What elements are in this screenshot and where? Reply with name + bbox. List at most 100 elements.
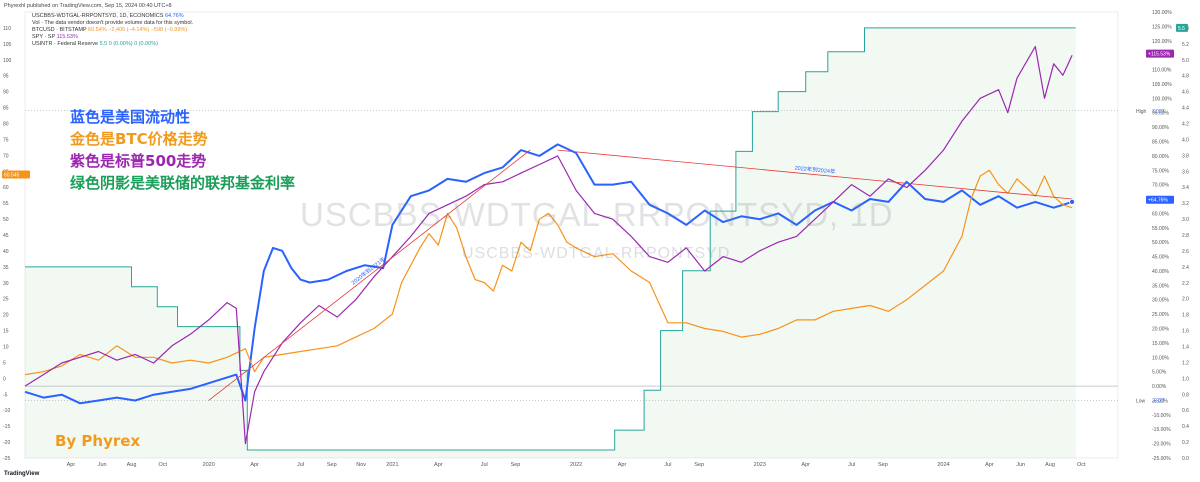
rate-axis-tick: 0.6 bbox=[1182, 408, 1189, 414]
left-axis-tick: 55 bbox=[3, 201, 9, 207]
rate-axis-tick: 4.0 bbox=[1182, 137, 1189, 143]
price-label: +64.76% bbox=[1148, 198, 1168, 204]
rate-axis-tick: 1.0 bbox=[1182, 376, 1189, 382]
pct-axis-tick: 15.00% bbox=[1152, 341, 1170, 347]
pct-axis-tick: 70.00% bbox=[1152, 183, 1170, 189]
trendline-2 bbox=[557, 149, 1073, 200]
pct-axis-tick: -15.00% bbox=[1152, 427, 1171, 433]
left-axis-tick: 60 bbox=[3, 185, 9, 191]
x-axis-tick: Apr bbox=[434, 462, 443, 468]
pct-axis-tick: 40.00% bbox=[1152, 269, 1170, 275]
x-axis-tick: 2021 bbox=[386, 462, 398, 468]
x-axis-tick: Aug bbox=[1045, 462, 1055, 468]
pct-axis-tick: 10.00% bbox=[1152, 355, 1170, 361]
note-liquidity: 蓝色是美国流动性 bbox=[70, 108, 191, 126]
pct-axis-tick: -10.00% bbox=[1152, 413, 1171, 419]
left-axis-tick: 95 bbox=[3, 74, 9, 80]
x-axis-tick: Jul bbox=[848, 462, 855, 468]
legend-row-btc[interactable]: BTCUSD · BITSTAMP 60.54% −2,406 (−4.14%)… bbox=[32, 27, 188, 33]
x-axis-tick: 2023 bbox=[754, 462, 766, 468]
left-axis-tick: -25 bbox=[3, 456, 10, 462]
x-axis-tick: Aug bbox=[127, 462, 137, 468]
left-axis-tick: -5 bbox=[3, 392, 8, 398]
legend-value: 115.53% bbox=[56, 34, 78, 40]
left-axis-tick: 100 bbox=[3, 58, 12, 64]
series-line-spy bbox=[24, 45, 1073, 445]
tradingview-logo: TradingView bbox=[4, 471, 40, 477]
left-axis-tick: 40 bbox=[3, 249, 9, 255]
rate-axis-tick: 3.4 bbox=[1182, 185, 1189, 191]
x-axis-tick: Apr bbox=[985, 462, 994, 468]
trendline-1 bbox=[208, 149, 531, 401]
x-axis-tick: Sep bbox=[511, 462, 521, 468]
pct-axis-tick: 60.00% bbox=[1152, 211, 1170, 217]
pct-axis-tick: 20.00% bbox=[1152, 327, 1170, 333]
left-axis-tick: -20 bbox=[3, 440, 10, 446]
rate-axis-tick: 4.2 bbox=[1182, 122, 1189, 128]
left-axis-tick: 50 bbox=[3, 217, 9, 223]
left-axis-tick: 45 bbox=[3, 233, 9, 239]
x-axis-tick: Apr bbox=[67, 462, 76, 468]
watermark-sub: USCBBS-WDTGAL-RRPONTSYD bbox=[462, 245, 731, 262]
pct-axis-tick: 95.00% bbox=[1152, 111, 1170, 117]
rate-axis-tick: 1.6 bbox=[1182, 329, 1189, 335]
rate-axis-tick: 1.8 bbox=[1182, 313, 1189, 319]
legend-row-spy[interactable]: SPY · SP 115.53% bbox=[32, 34, 78, 40]
x-axis-tick: Jul bbox=[297, 462, 304, 468]
price-label: 60.545 bbox=[4, 172, 20, 178]
rate-axis-tick: 4.6 bbox=[1182, 90, 1189, 96]
series-line-uscbbs-wdtgal-rrpontsyd bbox=[24, 143, 1073, 405]
rate-axis-tick: 5.0 bbox=[1182, 58, 1189, 64]
x-axis-tick: Apr bbox=[250, 462, 259, 468]
rate-axis-tick: 3.0 bbox=[1182, 217, 1189, 223]
ref-label-low: Low bbox=[1136, 399, 1146, 405]
left-axis-tick: -15 bbox=[3, 424, 10, 430]
legend-row-liquidity[interactable]: USCBBS-WDTGAL-RRPONTSYD, 1D, ECONOMICS 6… bbox=[32, 13, 184, 19]
legend: USCBBS-WDTGAL-RRPONTSYD, 1D, ECONOMICS 6… bbox=[32, 13, 193, 48]
note-btc: 金色是BTC价格走势 bbox=[70, 130, 208, 148]
pct-axis-tick: 110.00% bbox=[1152, 68, 1172, 74]
x-axis-tick: Apr bbox=[801, 462, 810, 468]
rate-axis-tick: 2.2 bbox=[1182, 281, 1189, 287]
left-axis-tick: 35 bbox=[3, 265, 9, 271]
price-label: 5.5 bbox=[1178, 26, 1185, 32]
left-axis-tick: -10 bbox=[3, 408, 10, 414]
left-axis-tick: 25 bbox=[3, 297, 9, 303]
pct-axis-tick: 55.00% bbox=[1152, 226, 1170, 232]
pct-axis-tick: 100.00% bbox=[1152, 96, 1172, 102]
legend-value: 5.5 0 (0.00%) 0 (0.00%) bbox=[99, 41, 158, 47]
pct-axis-tick: 130.00% bbox=[1152, 10, 1172, 16]
note-spy: 紫色是标普500走势 bbox=[70, 152, 207, 170]
left-axis-tick: 80 bbox=[3, 122, 9, 128]
legend-row-volume: Vol · The data vendor doesn't provide vo… bbox=[32, 20, 194, 26]
rate-axis-tick: 5.2 bbox=[1182, 42, 1189, 48]
rate-axis-tick: 1.2 bbox=[1182, 360, 1189, 366]
x-axis-tick: Sep bbox=[878, 462, 888, 468]
note-fed-rate: 绿色阴影是美联储的联邦基金利率 bbox=[70, 174, 296, 192]
ref-label-high: High bbox=[1136, 109, 1147, 115]
pct-axis-tick: 80.00% bbox=[1152, 154, 1170, 160]
price-label-box bbox=[2, 170, 30, 179]
x-axis-tick: Sep bbox=[327, 462, 337, 468]
rate-axis-tick: 2.4 bbox=[1182, 265, 1189, 271]
price-label-box bbox=[1146, 49, 1174, 58]
legend-row-fed[interactable]: USINTR · Federal Reserve 5.5 0 (0.00%) 0… bbox=[32, 41, 158, 47]
rate-axis-tick: 0.8 bbox=[1182, 392, 1189, 398]
left-axis-tick: 30 bbox=[3, 281, 9, 287]
x-axis-tick: Oct bbox=[158, 462, 167, 468]
rate-axis-tick: 1.4 bbox=[1182, 345, 1189, 351]
rate-axis-tick: 4.4 bbox=[1182, 106, 1189, 112]
x-axis-tick: 2020 bbox=[203, 462, 215, 468]
pct-axis-tick: 50.00% bbox=[1152, 240, 1170, 246]
fed-rate-area bbox=[25, 27, 1076, 459]
byline: By Phyrex bbox=[55, 432, 141, 450]
pct-axis-tick: 75.00% bbox=[1152, 168, 1170, 174]
left-axis-tick: 105 bbox=[3, 42, 12, 48]
pct-axis-tick: 0.00% bbox=[1152, 384, 1167, 390]
pct-axis-tick: -5.00% bbox=[1152, 398, 1168, 404]
pct-axis-tick: 90.00% bbox=[1152, 125, 1170, 131]
rate-axis-tick: 3.6 bbox=[1182, 169, 1189, 175]
last-value-dot bbox=[1069, 199, 1075, 205]
x-axis-tick: Nov bbox=[356, 462, 366, 468]
